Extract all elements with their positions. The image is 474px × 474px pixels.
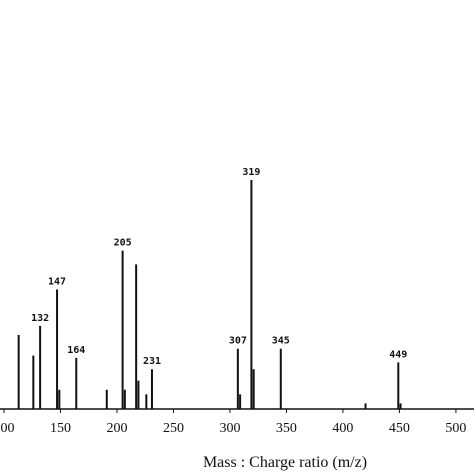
x-tick-label: 300 [219,421,240,436]
peak-label: 205 [114,238,132,249]
x-axis-label: Mass : Charge ratio (m/z) [203,454,367,471]
x-tick-label: 150 [50,421,71,436]
peak-label: 132 [31,313,49,324]
x-tick-label: 350 [276,421,297,436]
x-tick-label: 100 [0,421,14,436]
peak-label: 231 [143,356,161,367]
peak-label: 345 [272,336,290,347]
peak-label: 307 [229,336,247,347]
x-tick-label: 400 [332,421,353,436]
x-tick-label: 200 [106,421,127,436]
peak-label: 319 [242,167,260,178]
peak-label: 449 [389,349,407,360]
x-tick-label: 250 [163,421,184,436]
x-tick-label: 500 [445,421,466,436]
peak-label: 147 [48,276,66,287]
peak-label: 164 [67,345,85,356]
x-tick-label: 450 [389,421,410,436]
